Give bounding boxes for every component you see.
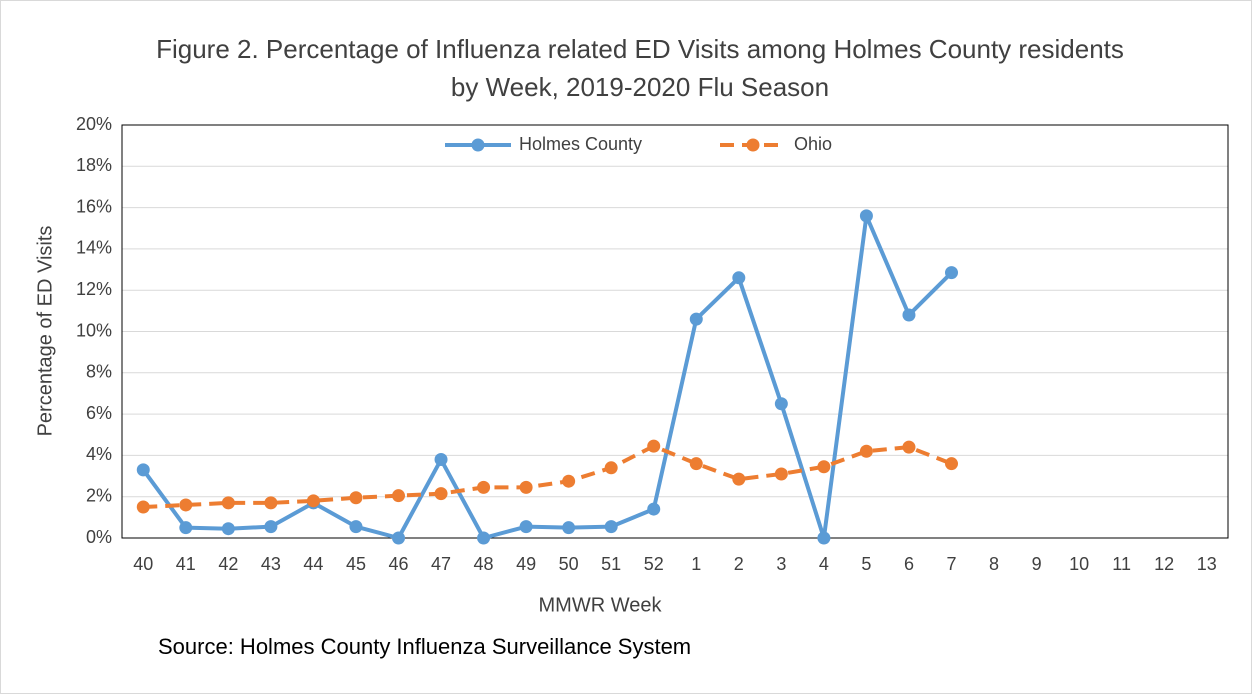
y-tick-label: 20% [76, 114, 112, 134]
data-point [434, 453, 448, 467]
data-point [179, 498, 193, 512]
legend-label: Holmes County [519, 134, 642, 154]
series-line [143, 444, 953, 510]
y-tick-label: 6% [86, 403, 112, 423]
series-line [141, 213, 953, 540]
x-tick-label: 12 [1154, 554, 1174, 574]
data-point [392, 531, 405, 545]
data-point [179, 521, 193, 535]
x-tick-label: 43 [261, 554, 281, 574]
data-point [221, 522, 235, 536]
data-point [562, 521, 576, 535]
data-point [647, 502, 661, 516]
x-tick-label: 40 [133, 554, 153, 574]
data-point [817, 460, 831, 474]
source-note: Source: Holmes County Influenza Surveill… [158, 634, 691, 659]
data-point [817, 531, 831, 545]
data-point [264, 520, 278, 534]
data-point [477, 531, 491, 545]
data-point [264, 496, 278, 510]
chart-title: Figure 2. Percentage of Influenza relate… [156, 34, 1124, 102]
x-tick-label: 50 [559, 554, 579, 574]
data-point [562, 474, 576, 488]
x-tick-label: 47 [431, 554, 451, 574]
x-tick-label: 45 [346, 554, 366, 574]
data-point [349, 520, 363, 534]
data-point [774, 397, 788, 411]
x-tick-label: 51 [601, 554, 621, 574]
data-point [859, 209, 873, 223]
data-point [306, 494, 320, 508]
data-point [774, 467, 788, 481]
y-tick-label: 4% [86, 444, 112, 464]
x-tick-label: 52 [644, 554, 664, 574]
data-point [221, 496, 235, 510]
x-tick-label: 10 [1069, 554, 1089, 574]
x-tick-label: 42 [218, 554, 238, 574]
x-tick-label: 44 [303, 554, 323, 574]
y-tick-label: 0% [86, 527, 112, 547]
y-tick-label: 12% [76, 279, 112, 299]
legend-label: Ohio [794, 134, 832, 154]
y-tick-label: 2% [86, 485, 112, 505]
x-tick-label: 13 [1197, 554, 1217, 574]
data-point [604, 461, 618, 475]
data-point [519, 520, 533, 534]
data-point [859, 444, 873, 458]
x-tick-label: 6 [904, 554, 914, 574]
data-point [136, 463, 150, 477]
y-tick-label: 10% [76, 320, 112, 340]
legend-marker [746, 138, 760, 152]
y-tick-label: 8% [86, 362, 112, 382]
data-point [434, 487, 448, 501]
data-point [647, 439, 661, 453]
data-point [604, 520, 618, 534]
data-point [902, 440, 916, 454]
x-tick-label: 4 [819, 554, 829, 574]
x-tick-label: 9 [1032, 554, 1042, 574]
x-tick-label: 2 [734, 554, 744, 574]
data-point [732, 472, 746, 486]
data-point [477, 480, 491, 494]
plot-border [121, 124, 1229, 539]
x-tick-label: 49 [516, 554, 536, 574]
x-tick-label: 41 [176, 554, 196, 574]
x-tick-label: 8 [989, 554, 999, 574]
data-point [136, 500, 150, 514]
x-tick-label: 5 [861, 554, 871, 574]
data-point [945, 457, 958, 471]
data-point [349, 491, 363, 505]
data-point [689, 457, 703, 471]
x-axis-label: MMWR Week [539, 594, 663, 616]
x-tick-label: 11 [1112, 554, 1131, 574]
data-point [945, 266, 958, 280]
y-tick-label: 14% [76, 238, 112, 258]
data-point [732, 271, 746, 285]
x-tick-label: 7 [946, 554, 956, 574]
y-axis-label: Percentage of ED Visits [34, 226, 56, 437]
legend-marker [471, 138, 485, 152]
x-tick-label: 3 [776, 554, 786, 574]
x-tick-label: 46 [388, 554, 408, 574]
x-tick-label: 48 [474, 554, 494, 574]
y-tick-label: 16% [76, 196, 112, 216]
data-point [519, 480, 533, 494]
y-tick-label: 18% [76, 155, 112, 175]
data-point [392, 489, 405, 503]
x-tick-label: 1 [691, 554, 701, 574]
data-point [902, 308, 916, 322]
data-point [689, 312, 703, 326]
